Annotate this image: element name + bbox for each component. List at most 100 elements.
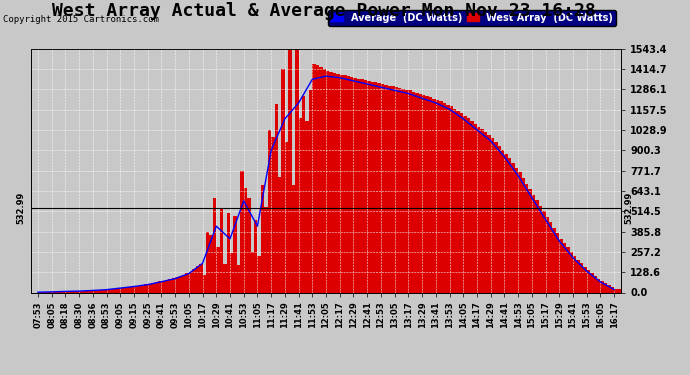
Bar (529, 189, 532, 292)
Bar (179, 276, 182, 292)
Bar (590, 273, 593, 292)
Bar (525, 183, 529, 292)
Bar (254, 220, 257, 292)
Bar (398, 88, 402, 292)
Bar (240, 171, 244, 292)
Bar (343, 75, 346, 292)
Bar (299, 118, 302, 292)
Bar (443, 103, 446, 292)
Bar (395, 87, 398, 292)
Bar (463, 116, 466, 292)
Text: Copyright 2015 Cartronics.com: Copyright 2015 Cartronics.com (3, 15, 159, 24)
Legend: Average  (DC Watts), West Array  (DC Watts): Average (DC Watts), West Array (DC Watts… (328, 10, 616, 26)
Bar (309, 90, 313, 292)
Bar (566, 248, 569, 292)
Bar (477, 127, 480, 292)
Bar (137, 286, 141, 292)
Bar (497, 146, 501, 292)
Bar (374, 82, 377, 292)
Bar (219, 209, 223, 292)
Bar (422, 95, 426, 292)
Bar (491, 138, 494, 292)
Bar (329, 72, 333, 292)
Bar (69, 291, 72, 292)
Bar (353, 78, 357, 292)
Bar (271, 137, 275, 292)
Bar (83, 291, 86, 292)
Bar (134, 286, 137, 292)
Bar (449, 106, 453, 292)
Bar (473, 124, 477, 292)
Bar (213, 198, 216, 292)
Bar (501, 150, 504, 292)
Bar (556, 233, 560, 292)
Bar (306, 121, 309, 292)
Bar (487, 135, 491, 292)
Bar (494, 142, 497, 292)
Bar (206, 232, 209, 292)
Bar (193, 269, 196, 292)
Bar (316, 66, 319, 292)
Bar (59, 291, 62, 292)
Bar (186, 273, 189, 292)
Bar (504, 153, 508, 292)
Bar (436, 100, 440, 292)
Bar (275, 104, 278, 292)
Bar (391, 86, 395, 292)
Bar (600, 282, 604, 292)
Bar (384, 85, 388, 292)
Bar (408, 90, 412, 292)
Bar (621, 290, 624, 292)
Bar (377, 83, 381, 292)
Text: West Array Actual & Average Power Mon Nov 23 16:28: West Array Actual & Average Power Mon No… (52, 2, 596, 20)
Bar (367, 81, 371, 292)
Bar (515, 168, 518, 292)
Bar (371, 82, 374, 292)
Bar (268, 130, 271, 292)
Bar (155, 282, 158, 292)
Bar (182, 275, 186, 292)
Bar (381, 84, 384, 292)
Bar (199, 264, 203, 292)
Bar (230, 253, 233, 292)
Bar (508, 158, 511, 292)
Bar (586, 270, 590, 292)
Bar (92, 290, 96, 292)
Bar (339, 75, 343, 292)
Bar (151, 283, 155, 292)
Bar (288, 21, 292, 292)
Bar (562, 243, 566, 292)
Bar (148, 284, 151, 292)
Bar (440, 101, 443, 292)
Bar (261, 185, 264, 292)
Bar (216, 247, 219, 292)
Bar (357, 78, 360, 292)
Bar (99, 290, 103, 292)
Bar (189, 272, 193, 292)
Bar (604, 284, 607, 292)
Bar (120, 288, 124, 292)
Bar (124, 287, 127, 292)
Bar (611, 287, 614, 292)
Bar (326, 71, 329, 292)
Bar (76, 291, 79, 292)
Bar (569, 252, 573, 292)
Bar (223, 264, 226, 292)
Bar (110, 289, 113, 292)
Bar (553, 228, 556, 292)
Bar (364, 80, 367, 292)
Bar (285, 142, 288, 292)
Bar (144, 284, 148, 292)
Bar (484, 132, 487, 292)
Bar (532, 195, 535, 292)
Bar (113, 288, 117, 292)
Bar (203, 275, 206, 292)
Bar (90, 290, 92, 292)
Bar (549, 222, 553, 292)
Bar (323, 69, 326, 292)
Bar (580, 263, 583, 292)
Bar (518, 172, 522, 292)
Bar (233, 216, 237, 292)
Bar (346, 76, 350, 292)
Bar (247, 198, 250, 292)
